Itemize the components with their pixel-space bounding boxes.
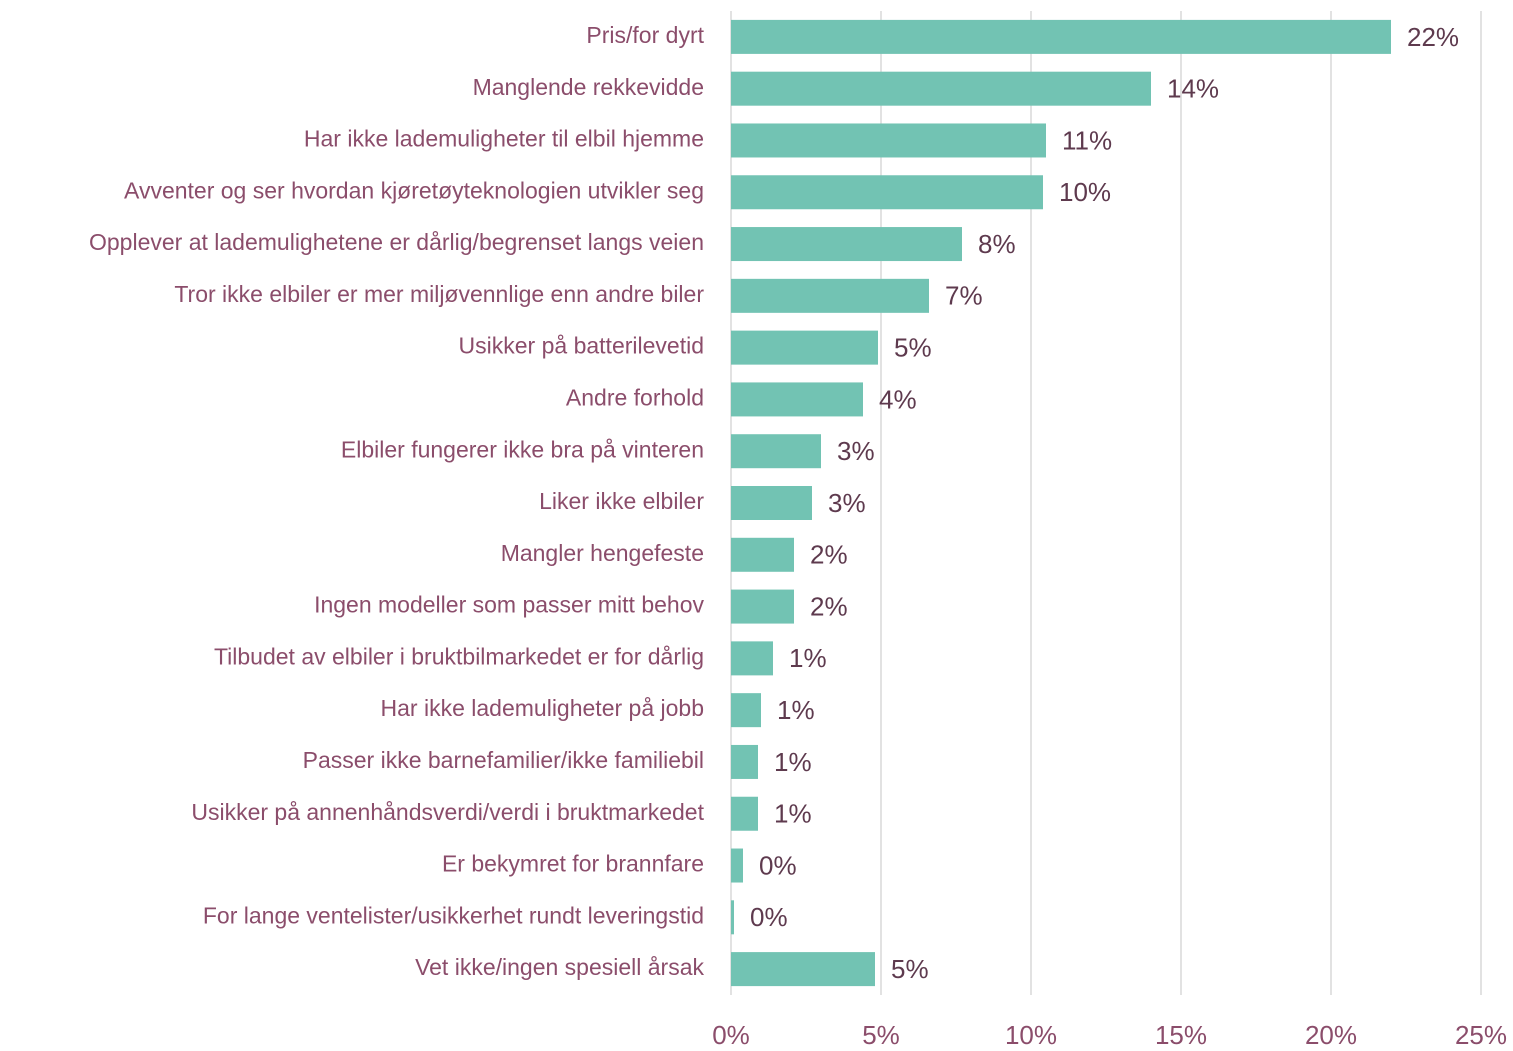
bar bbox=[731, 278, 929, 313]
category-label: Passer ikke barnefamilier/ikke familiebi… bbox=[303, 747, 704, 773]
x-tick-label: 15% bbox=[1155, 1020, 1207, 1050]
category-label: Tror ikke elbiler er mer miljøvennlige e… bbox=[174, 281, 704, 307]
data-label: 2% bbox=[810, 591, 848, 621]
bar bbox=[731, 330, 878, 365]
bar bbox=[731, 19, 1391, 54]
x-tick-label: 25% bbox=[1455, 1020, 1507, 1050]
data-label: 4% bbox=[879, 384, 917, 414]
category-label: For lange ventelister/usikkerhet rundt l… bbox=[203, 902, 704, 928]
data-label: 22% bbox=[1407, 22, 1459, 52]
x-tick-label: 10% bbox=[1005, 1020, 1057, 1050]
category-label: Har ikke lademuligheter til elbil hjemme bbox=[304, 126, 704, 152]
category-label: Liker ikke elbiler bbox=[539, 488, 704, 514]
x-tick-label: 20% bbox=[1305, 1020, 1357, 1050]
category-label: Usikker på annenhåndsverdi/verdi i brukt… bbox=[191, 799, 704, 825]
data-label: 3% bbox=[837, 436, 875, 466]
bar bbox=[731, 71, 1151, 106]
category-label: Usikker på batterilevetid bbox=[459, 333, 704, 359]
data-label: 1% bbox=[774, 747, 812, 777]
category-label: Opplever at lademulighetene er dårlig/be… bbox=[89, 229, 704, 255]
category-label: Avventer og ser hvordan kjøretøyteknolog… bbox=[124, 177, 704, 203]
bar bbox=[731, 952, 875, 987]
bar bbox=[731, 175, 1043, 210]
data-label: 3% bbox=[828, 488, 866, 518]
bar bbox=[731, 589, 794, 624]
x-tick-label: 5% bbox=[862, 1020, 900, 1050]
category-label: Ingen modeller som passer mitt behov bbox=[314, 592, 704, 618]
category-label: Elbiler fungerer ikke bra på vinteren bbox=[341, 436, 704, 462]
category-label: Andre forhold bbox=[566, 384, 704, 410]
bar bbox=[731, 486, 812, 520]
data-label: 14% bbox=[1167, 74, 1219, 104]
bar bbox=[731, 537, 794, 572]
data-label: 0% bbox=[759, 850, 797, 880]
bar bbox=[731, 796, 758, 831]
data-label: 1% bbox=[789, 643, 827, 673]
x-tick-label: 0% bbox=[712, 1020, 750, 1050]
data-label: 7% bbox=[945, 281, 983, 311]
data-label: 0% bbox=[750, 902, 788, 932]
category-label: Er bekymret for brannfare bbox=[442, 851, 704, 877]
category-label: Tilbudet av elbiler i bruktbilmarkedet e… bbox=[214, 643, 704, 669]
bar bbox=[731, 693, 761, 728]
bar bbox=[731, 382, 863, 417]
data-label: 5% bbox=[891, 954, 929, 984]
category-label: Vet ikke/ingen spesiell årsak bbox=[415, 954, 704, 980]
bar bbox=[731, 123, 1046, 158]
data-label: 1% bbox=[774, 799, 812, 829]
data-label: 8% bbox=[978, 229, 1016, 259]
data-label: 10% bbox=[1059, 177, 1111, 207]
data-label: 2% bbox=[810, 540, 848, 570]
bar bbox=[731, 434, 821, 469]
category-label: Pris/for dyrt bbox=[586, 22, 704, 48]
bar bbox=[731, 641, 773, 676]
bar bbox=[731, 744, 758, 779]
data-label: 1% bbox=[777, 695, 815, 725]
bar bbox=[731, 900, 734, 935]
bar bbox=[731, 848, 743, 883]
category-label: Har ikke lademuligheter på jobb bbox=[381, 695, 704, 721]
category-label: Manglende rekkevidde bbox=[473, 74, 704, 100]
category-label: Mangler hengefeste bbox=[501, 540, 704, 566]
bar bbox=[731, 227, 962, 262]
data-label: 11% bbox=[1062, 125, 1112, 155]
data-label: 5% bbox=[894, 333, 932, 363]
